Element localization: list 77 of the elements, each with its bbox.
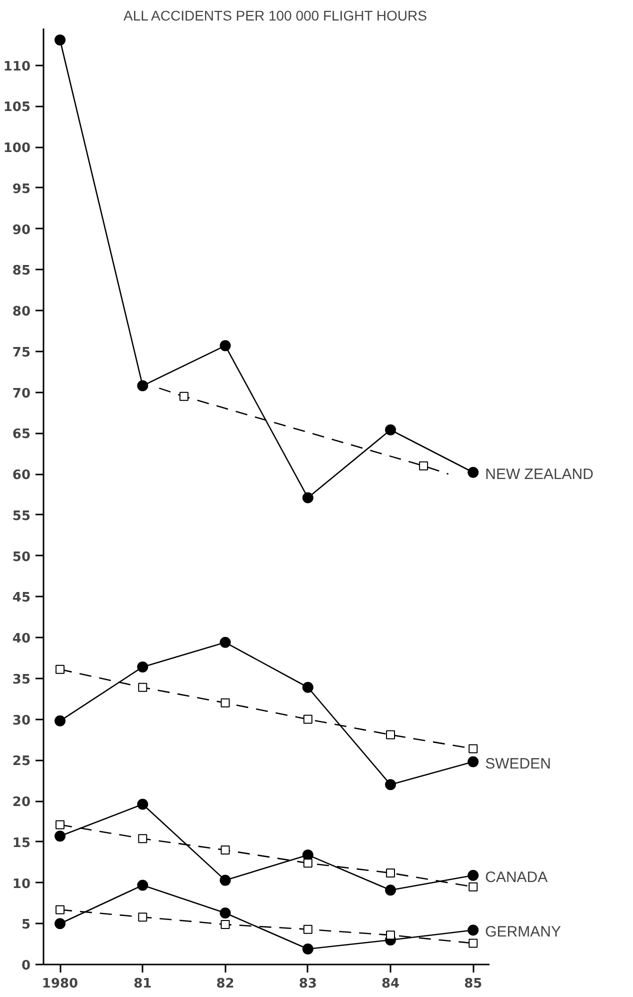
point [138,834,148,844]
y-tick-label: 75 [12,345,31,360]
point [137,798,148,810]
point [54,715,66,726]
point [468,466,479,478]
point [468,744,478,754]
x-tick-label: 1980 [42,976,78,992]
point [54,830,66,842]
point [303,714,312,724]
point [220,340,231,352]
y-tick-label: 40 [12,632,31,647]
y-tick-label: 95 [12,182,31,197]
y-tick-label: 60 [12,468,31,484]
y-tick-label: 10 [12,876,31,892]
series-label: SWEDEN [485,755,551,772]
point [468,756,479,768]
y-tick-label: 25 [12,754,31,770]
point [56,820,65,830]
point [137,380,148,392]
x-tick-label: 83 [298,976,317,992]
point [220,920,230,929]
y-tick-label: 90 [12,222,31,238]
point [468,924,479,936]
y-tick-label: 20 [12,795,31,810]
x-tick-label: 81 [134,976,152,992]
point [220,908,231,918]
point [303,924,312,934]
y-tick-label: 30 [12,713,31,728]
point [220,874,231,886]
point [137,661,148,672]
y-tick-label: 55 [12,508,31,524]
y-tick-label: 65 [12,427,31,442]
point [386,730,396,740]
line-series [158,388,449,475]
y-tick-label: 70 [12,386,31,402]
point [385,779,396,790]
point [54,34,66,46]
point [419,461,428,470]
y-tick-label: 0 [21,958,30,974]
y-tick-label: 15 [12,836,31,851]
point [138,912,148,922]
point [468,938,478,948]
point [302,492,314,504]
point [468,870,479,881]
x-tick-label: 84 [381,976,400,992]
point [302,943,314,954]
point [56,905,65,914]
y-tick-label: 105 [3,100,31,116]
series-label: CANADA [485,868,548,886]
point [220,846,230,855]
point [54,918,66,930]
y-tick-label: 85 [12,264,31,279]
y-tick-label: 100 [3,141,31,156]
y-tick-label: 80 [12,304,31,320]
point [386,930,396,940]
y-tick-label: 5 [21,918,30,933]
point [220,636,231,648]
y-tick-label: 45 [12,590,31,606]
point [385,424,396,436]
y-tick-label: 50 [12,550,31,565]
point [385,884,396,896]
point [303,858,312,868]
y-tick-label: 35 [12,672,31,688]
x-tick-label: 82 [216,976,234,992]
series-label: NEW ZEALAND [485,466,594,483]
x-tick-label: 85 [464,976,482,992]
point [468,882,478,892]
point [179,392,188,401]
chart-title: ALL ACCIDENTS PER 100 000 FLIGHT HOURS [124,8,427,24]
series-label: GERMANY [485,924,561,941]
point [138,682,148,692]
point [56,664,65,674]
point [220,698,230,708]
point [137,880,148,891]
point [302,682,314,693]
y-tick-label: 110 [3,59,31,74]
point [386,868,396,878]
